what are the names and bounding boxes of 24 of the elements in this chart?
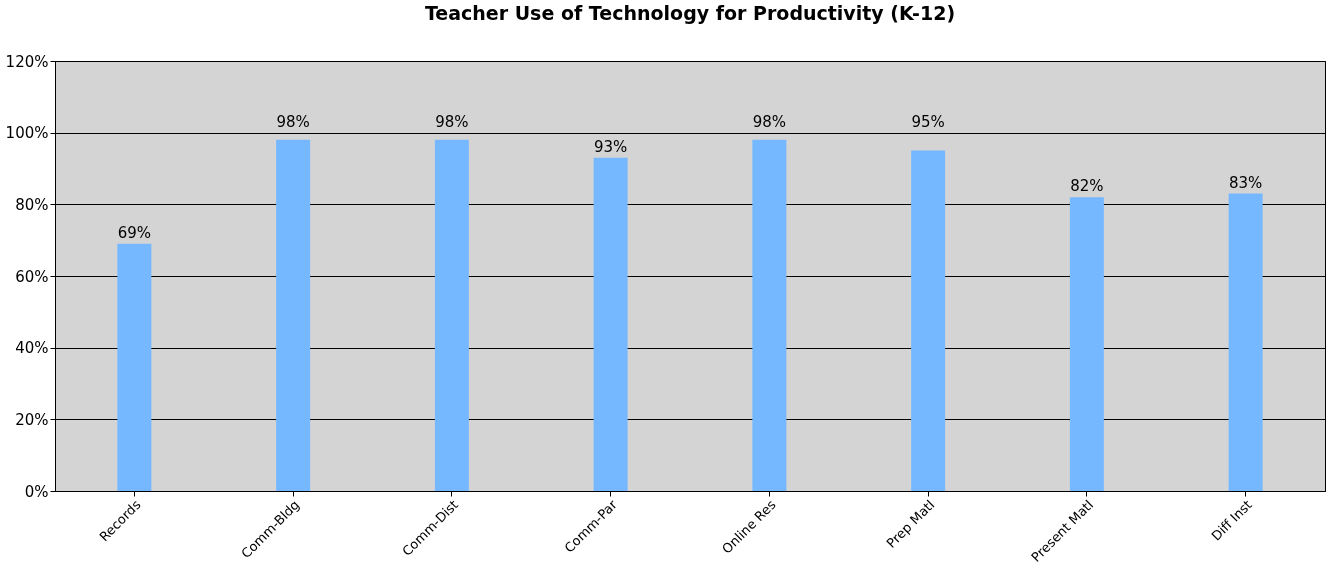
data-label: 98% bbox=[435, 112, 469, 131]
y-tick-label: 20% bbox=[15, 410, 49, 429]
data-label: 93% bbox=[593, 137, 628, 156]
bar bbox=[593, 157, 628, 491]
data-label: 95% bbox=[911, 112, 945, 131]
data-label: 69% bbox=[117, 223, 152, 242]
bar bbox=[911, 150, 946, 491]
bar bbox=[1228, 193, 1263, 491]
bar bbox=[1069, 197, 1104, 491]
data-label: 82% bbox=[1070, 177, 1104, 196]
y-tick-label: 40% bbox=[15, 339, 49, 358]
data-label: 98% bbox=[276, 112, 310, 131]
bar bbox=[752, 139, 787, 491]
data-label: 98% bbox=[752, 112, 787, 131]
y-tick-label: 100% bbox=[5, 124, 49, 143]
bar bbox=[117, 243, 152, 491]
y-tick-label: 0% bbox=[24, 482, 49, 501]
chart-title: Teacher Use of Technology for Productivity (K-12) bbox=[424, 2, 956, 24]
bar bbox=[434, 139, 469, 491]
y-tick-label: 60% bbox=[15, 267, 49, 286]
data-label: 83% bbox=[1228, 173, 1263, 192]
bar bbox=[276, 139, 311, 491]
y-tick-label: 80% bbox=[15, 195, 49, 214]
y-tick-label: 120% bbox=[5, 52, 49, 71]
